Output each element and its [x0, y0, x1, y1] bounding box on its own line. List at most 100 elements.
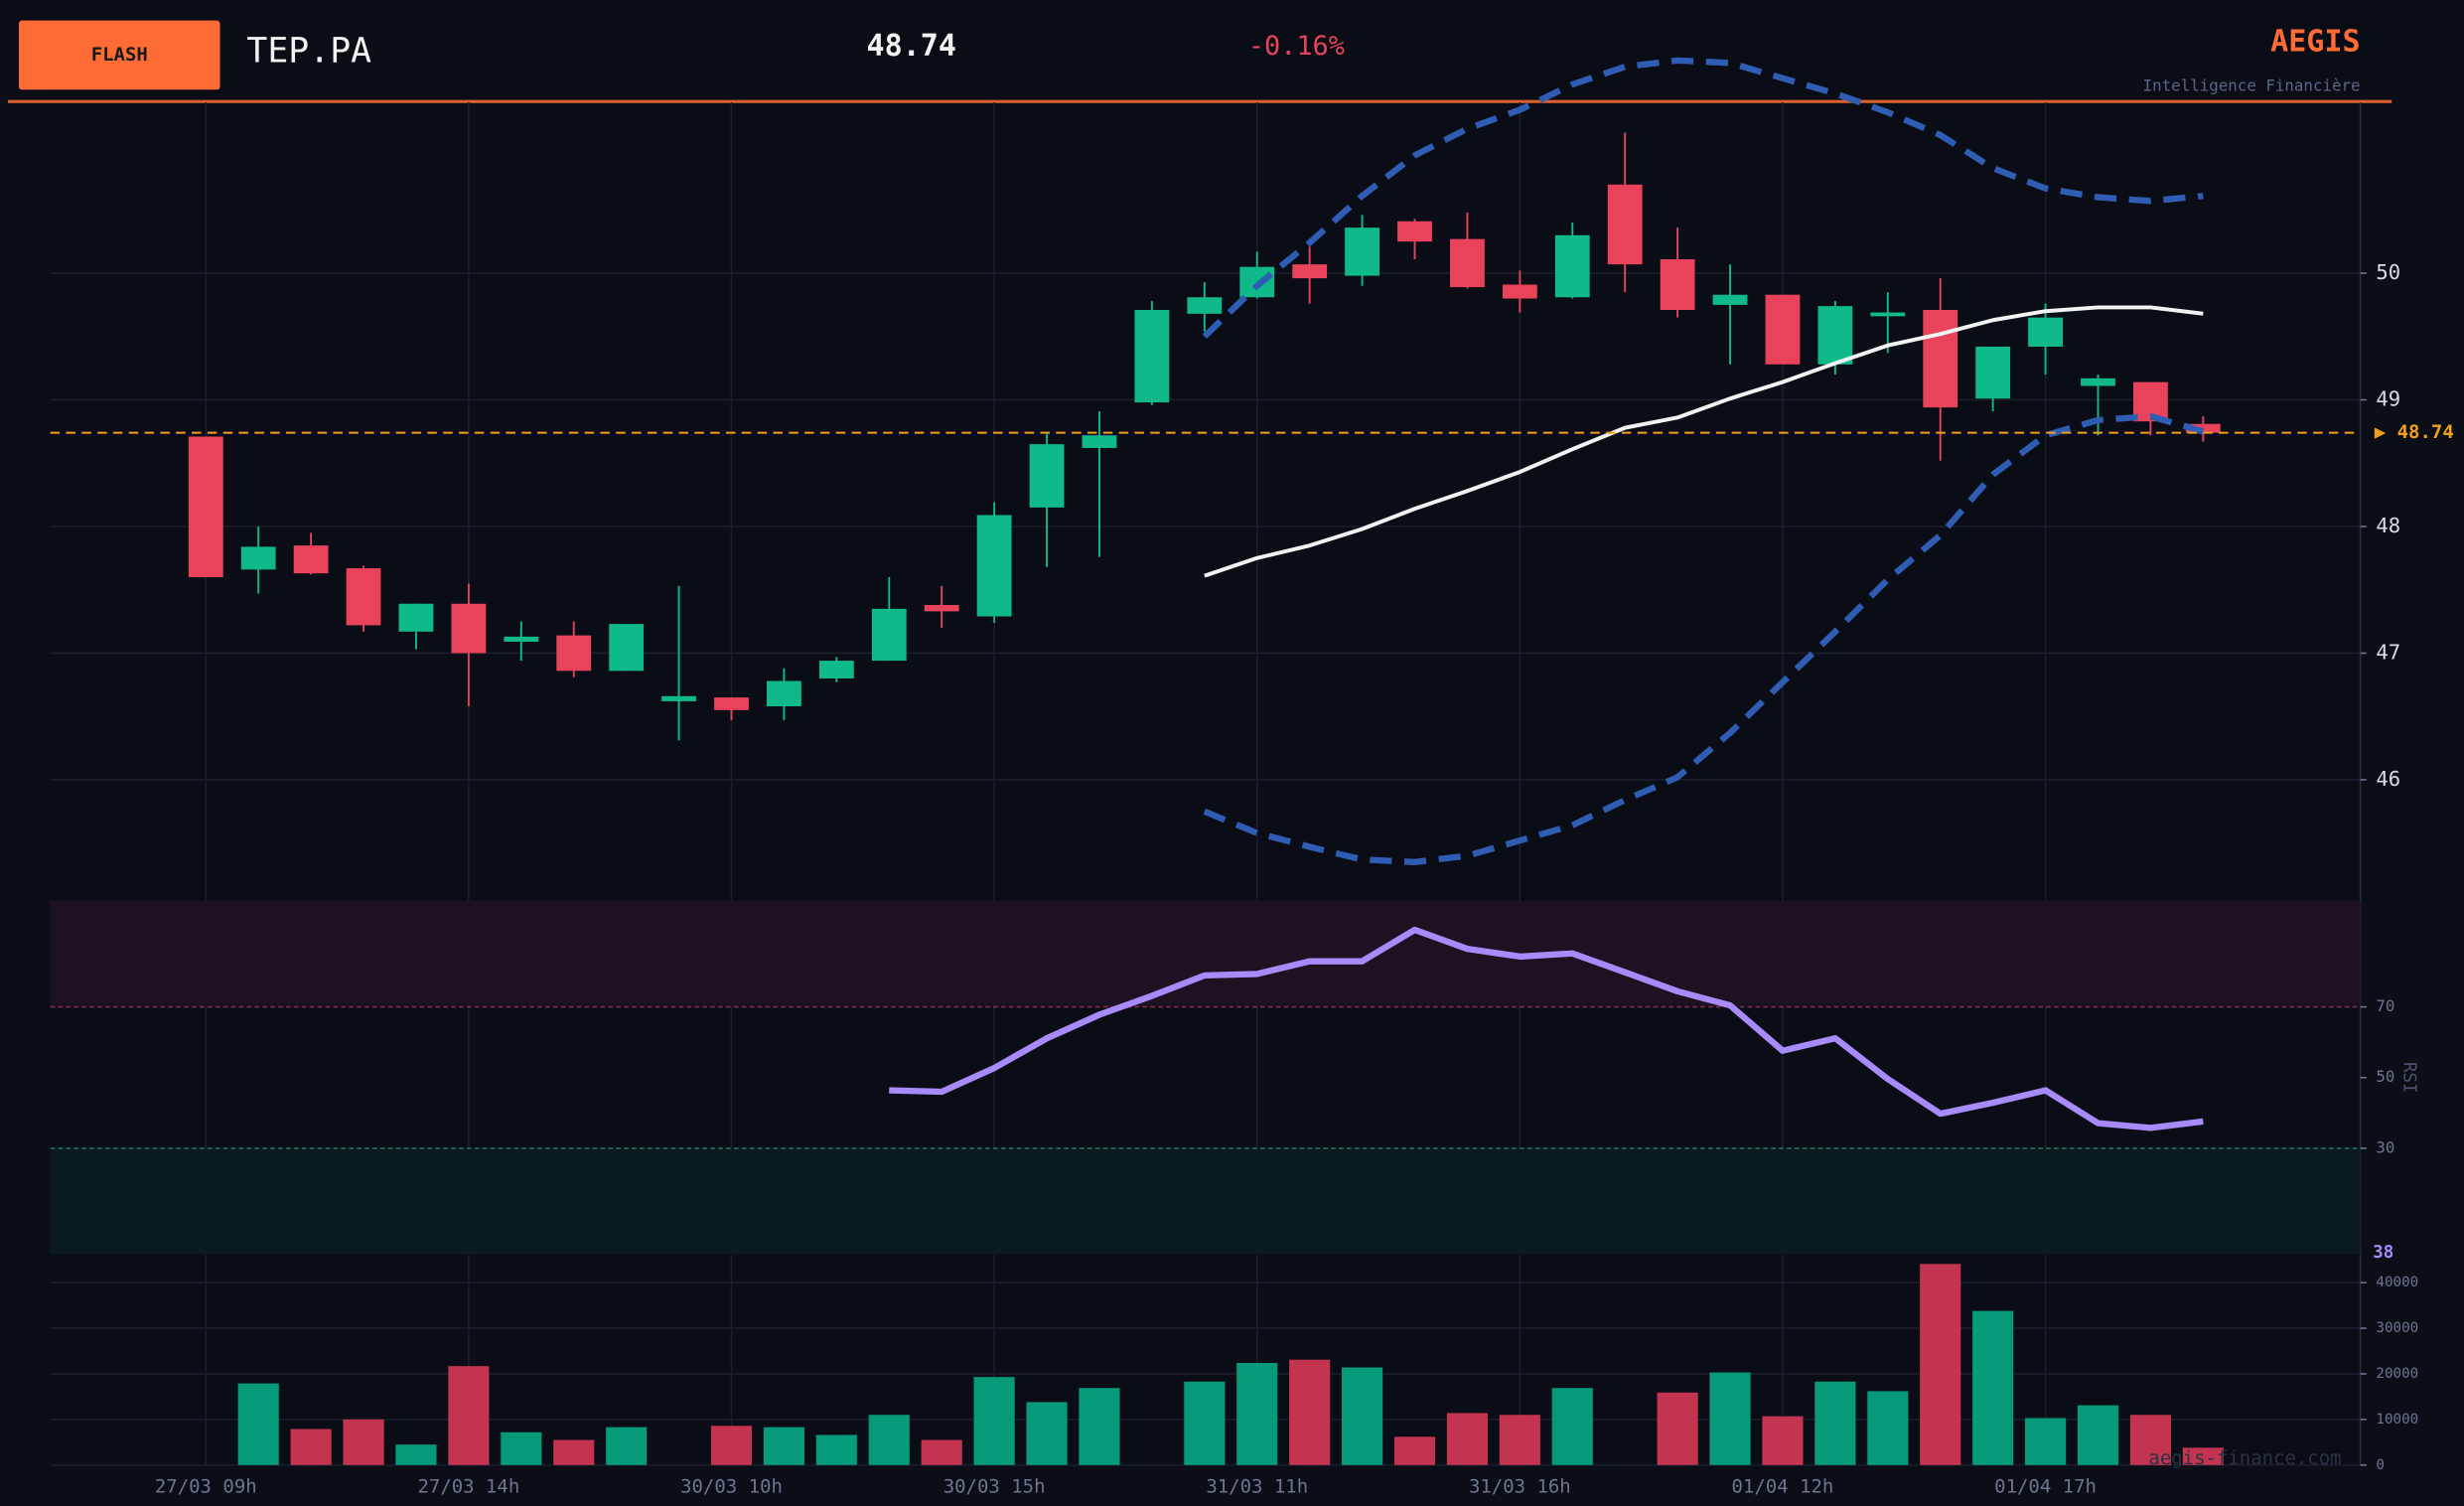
y-tick-label: 40000 [2376, 1275, 2418, 1290]
volume-bar [501, 1431, 542, 1465]
volume-bar [1972, 1310, 2014, 1465]
y-tick-label: 48 [2376, 514, 2400, 537]
candle-body [1554, 234, 1590, 298]
candle-body [1607, 184, 1643, 265]
candle-body [2028, 317, 2063, 347]
volume-bar [1393, 1436, 1436, 1465]
price: 48.74 [866, 29, 955, 64]
y-tick-label: 49 [2376, 387, 2400, 411]
volume-bar [1289, 1359, 1331, 1465]
volume-bar [606, 1427, 648, 1465]
volume-bar [1657, 1392, 1698, 1465]
badge-text: FLASH [91, 44, 148, 66]
badge [18, 20, 220, 90]
volume-bar [1026, 1402, 1068, 1465]
volume-bar [2025, 1418, 2067, 1465]
volume-bar [2077, 1405, 2119, 1465]
y-tick-label: 50 [2376, 1067, 2394, 1086]
volume-bar [2182, 1447, 2224, 1465]
y-tick-label: 50 [2376, 260, 2400, 284]
x-tick-label: 31/03 11h [1206, 1475, 1308, 1497]
candle-body [661, 695, 696, 701]
candle-body [1817, 306, 1853, 365]
candle-body [1345, 227, 1379, 276]
brand: AEGIS [2270, 24, 2360, 59]
volume-bar [921, 1439, 962, 1465]
x-tick-label: 27/03 09h [155, 1475, 257, 1497]
candle-body [1660, 259, 1695, 310]
candle-body [1082, 435, 1117, 448]
candle-body [976, 515, 1012, 617]
candle-body [1450, 238, 1485, 288]
candle-body [2081, 377, 2115, 386]
y-tick-label: 30000 [2376, 1320, 2418, 1336]
volume-bar [1551, 1388, 1593, 1465]
volume-bar [1499, 1415, 1540, 1465]
y-tick-label: 20000 [2376, 1366, 2418, 1382]
volume-bar [815, 1434, 857, 1465]
volume-bar [1446, 1413, 1488, 1465]
candle-body [609, 624, 645, 672]
y-tick-label: 46 [2376, 767, 2400, 791]
candle-body [1292, 264, 1328, 279]
candle-body [188, 436, 223, 577]
volume-bar [973, 1377, 1015, 1465]
moving-average [1204, 305, 2204, 578]
candle-body [1712, 294, 1748, 305]
volume-bar [1920, 1264, 1961, 1465]
x-tick-label: 30/03 10h [680, 1475, 783, 1497]
volume-bar [343, 1419, 384, 1465]
y-tick-label: 47 [2376, 640, 2400, 664]
candle-body [1029, 444, 1065, 508]
candle-body [346, 568, 381, 626]
candle-body [871, 608, 907, 662]
volume-bar [1762, 1416, 1804, 1465]
bollinger-band [1203, 412, 2205, 865]
candle-body [293, 545, 329, 574]
candle-body [924, 605, 959, 612]
ticker: TEP.PA [246, 31, 371, 71]
candle-body [240, 546, 276, 570]
candle-body [714, 697, 749, 710]
layers: 27/03 09h 27/03 14h 30/03 10h 30/03 15h 31/0… [50, 57, 2454, 1497]
candle-body [818, 661, 854, 678]
candle-body [1923, 309, 1958, 408]
x-tick-label: 31/03 16h [1469, 1475, 1571, 1497]
volume-bar [2129, 1415, 2171, 1465]
volume-bar [763, 1427, 804, 1465]
volume-bar [395, 1444, 437, 1465]
x-tick-label: 01/04 17h [1994, 1475, 2097, 1497]
y-tick-label: 70 [2376, 996, 2394, 1015]
volume-bar [710, 1426, 753, 1465]
volume-bar [1236, 1362, 1278, 1465]
x-tick-label: 01/04 12h [1732, 1475, 1834, 1497]
volume-bar [290, 1429, 332, 1465]
x-tick-label: 27/03 14h [417, 1475, 519, 1497]
change: -0.16% [1248, 31, 1345, 62]
y-axis-label: RSI [2399, 1062, 2419, 1093]
rsi-value-label: 38 [2373, 1243, 2393, 1263]
candle-body [556, 635, 592, 672]
candle-body [398, 603, 434, 632]
y-tick-label: 10000 [2376, 1412, 2418, 1428]
watermark: aegis-finance.com [2148, 1447, 2341, 1469]
candle-body [504, 636, 539, 642]
volume-bar [237, 1383, 279, 1465]
candle-body [451, 603, 487, 654]
candle-body [1397, 221, 1432, 242]
volume-bar [1184, 1381, 1226, 1465]
volume-bar [553, 1439, 595, 1465]
candle-body [1765, 294, 1801, 365]
volume-bar [1867, 1391, 1909, 1465]
oversold-zone [50, 1147, 2361, 1255]
candle-body [1187, 297, 1223, 314]
x-tick-label: 30/03 15h [943, 1475, 1046, 1497]
y-tick-label: 0 [2376, 1457, 2385, 1473]
last-price-label: ▶ 48.74 [2375, 421, 2454, 443]
candle-body [767, 680, 801, 706]
bollinger-band [1202, 57, 2204, 339]
y-tick-label: 30 [2376, 1137, 2394, 1156]
overbought-zone [50, 900, 2361, 1007]
candle-body [1502, 284, 1537, 299]
